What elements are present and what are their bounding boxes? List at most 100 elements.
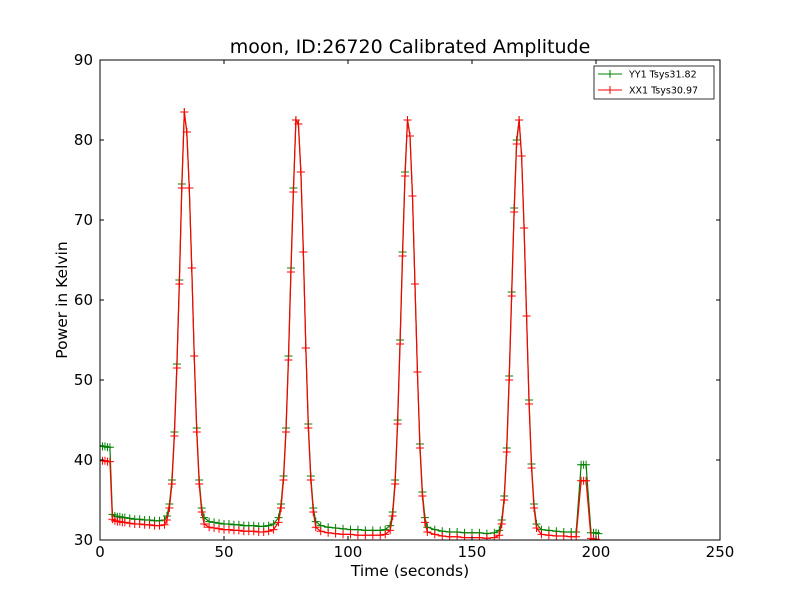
data-point-marker [192,428,201,436]
data-point-marker [410,280,419,288]
data-point-marker [224,525,233,534]
data-point-marker [185,184,194,192]
data-point-marker [353,531,362,540]
data-point-marker [182,128,191,136]
data-point-marker [165,504,174,512]
series-1 [100,108,603,540]
data-point-marker [294,120,303,128]
data-point-marker [500,496,509,504]
data-point-marker [388,512,397,520]
data-point-marker [269,525,278,534]
legend-marker-yy1 [606,70,614,78]
data-point-marker [187,264,196,272]
data-point-marker [408,192,417,200]
data-point-marker [552,532,561,540]
x-tick-label: 50 [214,543,233,561]
plot-area [100,108,603,540]
data-point-marker [162,516,171,524]
data-point-marker [249,527,258,536]
data-point-marker [391,480,400,488]
data-point-marker [510,208,519,216]
data-point-marker [105,443,114,452]
x-tick-label: 0 [95,543,105,561]
data-point-marker [527,464,536,472]
data-point-marker [234,526,243,535]
data-point-marker [172,364,181,372]
data-point-marker [482,534,491,540]
data-point-marker [525,400,534,408]
data-point-marker [393,420,402,428]
data-point-marker [331,529,340,538]
data-point-marker [386,526,395,535]
data-point-marker [215,524,224,533]
data-point-marker [180,108,189,116]
data-point-marker [453,532,462,540]
data-point-marker [145,520,154,529]
data-point-marker [135,520,144,528]
data-point-marker [381,530,390,539]
data-point-marker [264,527,273,536]
y-tick-label: 60 [74,291,93,309]
data-point-marker [289,188,298,196]
data-point-marker [512,140,521,148]
data-point-marker [177,184,186,192]
legend: YY1 Tsys31.82 XX1 Tsys30.97 [593,65,715,100]
data-point-marker [423,528,432,536]
data-point-marker [594,536,603,540]
x-tick-label: 150 [458,543,487,561]
data-point-marker [120,518,129,527]
data-point-marker [406,132,414,140]
data-point-marker [368,531,377,540]
y-tick-label: 80 [74,131,93,149]
data-point-marker [277,504,286,512]
data-point-marker [430,530,439,539]
data-point-marker [517,152,526,160]
data-point-marker [507,292,516,300]
data-point-marker [346,530,355,539]
data-point-marker [582,476,591,485]
legend-label-xx1: XX1 Tsys30.97 [629,86,698,97]
data-point-marker [401,172,410,180]
y-tick-label: 40 [74,451,93,469]
data-point-marker [279,476,288,484]
data-point-marker [490,533,499,540]
data-point-marker [582,460,591,469]
data-point-marker [301,344,310,352]
data-point-marker [502,448,511,456]
data-point-marker [316,527,325,536]
data-point-marker [497,520,506,528]
y-tick-label: 50 [74,371,93,389]
data-point-marker [403,116,412,124]
data-point-marker [210,524,219,532]
x-tick-label: 200 [582,543,611,561]
y-axis-label: Power in Kelvin [53,241,71,358]
data-point-marker [155,521,164,530]
data-point-marker [282,428,290,436]
data-point-marker [311,523,320,532]
data-point-marker [125,519,134,528]
legend-box [593,65,715,100]
data-point-marker [190,352,199,360]
data-point-marker [420,518,429,527]
data-point-marker [170,432,179,440]
x-tick-label: 250 [706,543,735,561]
data-point-marker [522,312,531,320]
data-point-marker [396,340,405,348]
x-tick-label: 100 [334,543,363,561]
data-point-marker [160,520,169,529]
data-point-marker [175,280,184,288]
data-point-marker [475,533,484,540]
data-point-marker [438,532,447,540]
data-point-marker [167,480,176,488]
plot-frame [99,59,721,541]
data-point-marker [572,532,581,540]
data-point-marker [376,531,385,540]
data-point-marker [195,480,204,488]
data-point-marker [197,508,206,516]
y-tick-label: 90 [74,51,93,69]
data-point-marker [520,224,529,232]
axis-ticks: 0 50 100 150 200 250 30 40 50 60 70 80 90 [74,51,734,561]
data-point-marker [259,528,268,536]
data-point-marker [296,168,305,176]
